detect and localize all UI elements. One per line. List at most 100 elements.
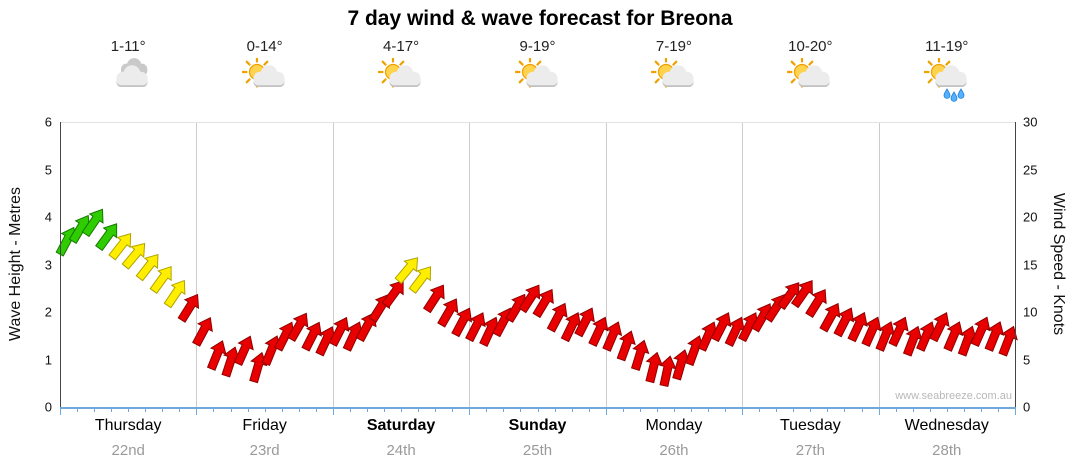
wind-arrow [847,311,868,343]
x-axis-tick-mark [111,409,113,412]
x-axis-tick-mark [725,409,727,412]
x-axis-tick-mark [997,409,999,412]
wind-arrow [970,316,991,347]
wind-arrow [249,351,268,384]
day-temp-range: 0-14° [246,38,283,55]
gridline-day-boundary [878,122,880,407]
wind-arrow [121,242,146,270]
x-axis-tick-mark [1015,409,1016,415]
x-axis-tick-mark [452,409,454,412]
x-axis-tick-mark [929,409,931,412]
day-date: 27th [795,442,825,459]
x-axis-tick-mark [418,409,420,412]
x-axis-tick-mark [605,409,607,415]
y-axis-tick-label-metres: 0 [44,399,52,415]
x-axis-tick-mark [861,409,863,412]
wind-arrow [546,302,568,333]
x-axis-tick-mark [332,409,334,415]
wind-arrow [163,279,186,309]
x-axis-tick-mark [690,409,692,412]
x-axis-tick-mark [776,409,778,412]
wind-arrow [81,208,104,238]
wind-arrow [108,233,132,261]
x-axis-tick-mark [196,409,198,415]
x-axis-tick-mark [247,409,249,412]
wind-arrow [602,321,623,352]
y-axis-tick-label-knots: 0 [1023,399,1031,415]
x-axis-tick-mark [622,409,624,412]
page-title: 7 day wind & wave forecast for Breona [347,7,733,30]
day-temp-range: 9-19° [519,38,556,55]
x-axis-tick-mark [895,409,897,412]
x-axis-tick-mark [145,409,147,412]
x-axis-tick-mark [401,409,403,412]
x-axis-tick-mark [179,409,181,412]
weather-icon-wrap [786,56,833,108]
wind-arrow [616,330,636,362]
x-axis-tick-mark [162,409,164,412]
wind-arrow [149,265,172,294]
day-label-sunday: Sunday [508,417,567,434]
x-axis-tick-mark [588,409,590,412]
x-axis-tick-mark [878,409,880,415]
x-axis-tick-mark [963,409,965,412]
weather-icon-sun-cloud [241,56,285,88]
x-axis-tick-mark [94,409,96,412]
wind-arrow [630,339,650,371]
wind-arrow [287,312,309,342]
bottom-axis-line [60,407,1016,409]
y-axis-tick-label-metres: 4 [44,209,52,225]
x-axis-tick-mark [639,409,641,412]
day-header-friday: 0-14° [241,38,288,109]
x-axis-tick-mark [537,409,539,412]
x-axis-tick-mark [264,409,266,412]
day-header-saturday: 4-17° [377,38,424,109]
x-axis-tick-mark [281,409,283,412]
wind-arrow [328,316,350,347]
gridline-day-boundary [605,122,607,407]
day-label-thursday: Thursday [94,417,162,434]
wind-arrow [95,223,118,252]
x-axis-tick-mark [827,409,829,412]
wind-arrow [192,317,213,347]
x-axis-tick-mark [315,409,317,412]
x-axis-tick-mark [213,409,215,412]
weather-icon-cloudy [116,58,148,87]
weather-icon-sun-cloud-rain [923,56,967,102]
x-axis-tick-mark [298,409,300,412]
wind-arrow [998,325,1018,357]
weather-icon-wrap [377,56,424,108]
day-temp-range: 11-19° [925,38,969,55]
x-axis-tick-mark [554,409,556,412]
wind-arrow [408,266,432,294]
y-axis-tick-label-knots: 5 [1023,352,1031,367]
wind-arrow [135,253,159,282]
wind-arrow [574,307,595,338]
x-axis-tick-mark [486,409,488,412]
day-date: 24th [386,442,416,459]
x-axis-tick-mark [673,409,675,412]
gridline-day-boundary [332,122,334,407]
wind-arrow [465,312,486,343]
day-label-wednesday: Wednesday [904,417,989,434]
day-temp-range: 4-17° [383,38,420,55]
wind-arrow [233,335,254,366]
wind-arrow [790,280,813,309]
x-axis-tick-mark [230,409,232,412]
x-axis-tick-mark [435,409,437,412]
x-axis-tick-mark [571,409,573,412]
wind-arrow [588,316,609,347]
weather-icon-wrap [650,56,697,108]
day-temp-range: 10-20° [788,38,833,55]
watermark: www.seabreeze.com.au [895,390,1012,402]
day-label-tuesday: Tuesday [779,417,841,434]
day-header-thursday: 1-11° [105,38,151,109]
x-axis-tick-mark [128,409,130,412]
wind-arrow [355,312,377,343]
weather-icon-sun-cloud [377,56,421,88]
x-axis-tick-mark [912,409,914,412]
x-axis-tick-mark [77,409,79,412]
y-axis-tick-label-metres: 1 [44,352,52,367]
wind-arrow [437,298,459,328]
